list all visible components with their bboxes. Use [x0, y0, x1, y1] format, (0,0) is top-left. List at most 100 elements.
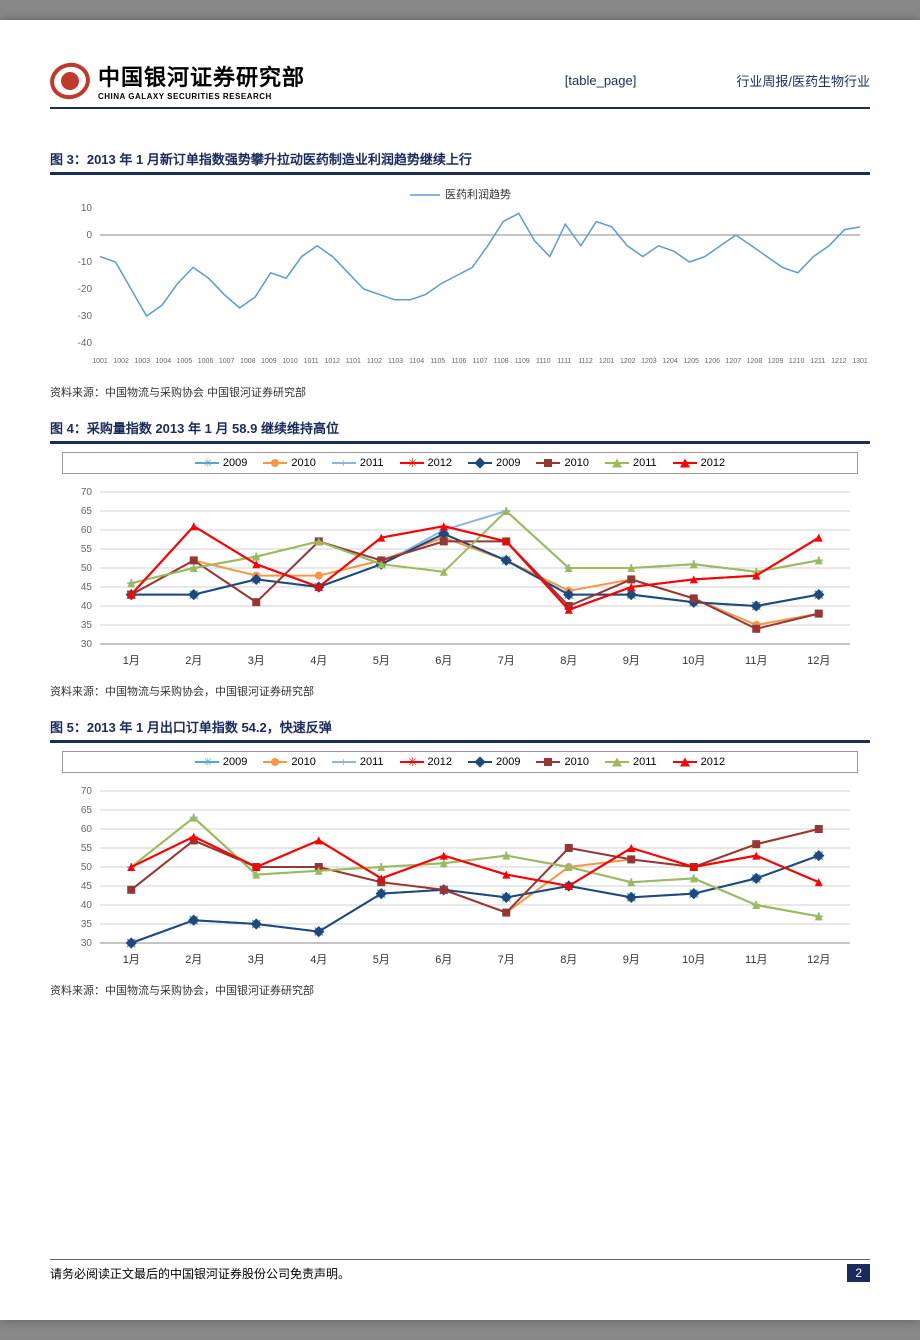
svg-text:1007: 1007 — [219, 358, 235, 365]
svg-text:1010: 1010 — [282, 358, 298, 365]
svg-text:55: 55 — [81, 843, 93, 854]
svg-text:1月: 1月 — [123, 655, 140, 667]
svg-text:1月: 1月 — [123, 954, 140, 966]
svg-text:1203: 1203 — [641, 358, 657, 365]
svg-text:7月: 7月 — [498, 954, 515, 966]
svg-text:1009: 1009 — [261, 358, 277, 365]
svg-text:1209: 1209 — [768, 358, 784, 365]
svg-text:1210: 1210 — [789, 358, 805, 365]
legend-item: +2011 — [332, 756, 384, 768]
svg-text:40: 40 — [81, 601, 93, 612]
svg-text:9月: 9月 — [623, 655, 640, 667]
svg-text:55: 55 — [81, 544, 93, 555]
svg-text:65: 65 — [81, 805, 93, 816]
header-right: [table_page] 行业周报/医药生物行业 — [565, 71, 870, 90]
page-number: 2 — [847, 1264, 870, 1282]
svg-text:70: 70 — [81, 786, 93, 797]
svg-text:1101: 1101 — [346, 358, 361, 365]
fig4-title: 图 4：采购量指数 2013 年 1 月 58.9 继续维持高位 — [50, 418, 870, 437]
svg-text:1211: 1211 — [810, 358, 825, 365]
svg-text:35: 35 — [81, 919, 93, 930]
svg-text:1110: 1110 — [536, 358, 551, 365]
table-page-label: [table_page] — [565, 73, 637, 88]
svg-text:1011: 1011 — [304, 358, 319, 365]
fig3-source: 资料来源：中国物流与采购协会 中国银河证券研究部 — [50, 384, 870, 400]
svg-text:1206: 1206 — [704, 358, 720, 365]
page: 中国银河证券研究部 CHINA GALAXY SECURITIES RESEAR… — [0, 20, 920, 1320]
svg-text:1205: 1205 — [683, 358, 699, 365]
svg-text:11月: 11月 — [745, 954, 767, 966]
svg-text:4月: 4月 — [310, 655, 327, 667]
svg-text:45: 45 — [81, 582, 93, 593]
fig4-svg: 3035404550556065701月2月3月4月5月6月7月8月9月10月1… — [50, 482, 870, 672]
legend-item: ✳2009 — [195, 457, 247, 469]
svg-text:30: 30 — [81, 639, 93, 650]
svg-text:6月: 6月 — [435, 655, 452, 667]
svg-text:30: 30 — [81, 938, 93, 949]
svg-text:1103: 1103 — [388, 358, 403, 365]
svg-text:0: 0 — [86, 230, 92, 241]
svg-text:1208: 1208 — [747, 358, 763, 365]
fig4-source: 资料来源：中国物流与采购协会，中国银河证券研究部 — [50, 683, 870, 699]
svg-text:1111: 1111 — [557, 358, 571, 365]
svg-text:6月: 6月 — [435, 954, 452, 966]
legend-item: 2011 — [605, 457, 657, 469]
svg-text:1001: 1001 — [92, 358, 108, 365]
fig5-source: 资料来源：中国物流与采购协会，中国银河证券研究部 — [50, 982, 870, 998]
svg-text:2月: 2月 — [185, 655, 202, 667]
svg-text:8月: 8月 — [560, 655, 577, 667]
fig4-legend: ✳20092010+2011✳20122009201020112012 — [62, 452, 858, 474]
fig5-legend: ✳20092010+2011✳20122009201020112012 — [62, 751, 858, 773]
svg-text:1112: 1112 — [578, 358, 593, 365]
svg-text:1108: 1108 — [494, 358, 509, 365]
svg-text:12月: 12月 — [807, 954, 830, 966]
svg-text:35: 35 — [81, 620, 93, 631]
legend-item: ✳2012 — [400, 457, 452, 469]
legend-item: 2011 — [605, 756, 657, 768]
svg-text:7月: 7月 — [498, 655, 515, 667]
fig4-underline — [50, 441, 870, 444]
svg-text:5月: 5月 — [373, 954, 390, 966]
svg-text:2月: 2月 — [185, 954, 202, 966]
legend-item: +2011 — [332, 457, 384, 469]
svg-text:50: 50 — [81, 563, 93, 574]
fig5-title: 图 5：2013 年 1 月出口订单指数 54.2，快速反弹 — [50, 717, 870, 736]
svg-text:-10: -10 — [78, 257, 93, 268]
svg-text:1005: 1005 — [177, 358, 193, 365]
svg-text:1002: 1002 — [113, 358, 129, 365]
logo-block: 中国银河证券研究部 CHINA GALAXY SECURITIES RESEAR… — [50, 60, 305, 101]
fig5-svg: 3035404550556065701月2月3月4月5月6月7月8月9月10月1… — [50, 781, 870, 971]
svg-text:10: 10 — [81, 203, 93, 214]
svg-text:60: 60 — [81, 525, 93, 536]
fig5-chart: 3035404550556065701月2月3月4月5月6月7月8月9月10月1… — [50, 781, 870, 976]
legend-item: 2009 — [468, 457, 520, 469]
svg-text:医药利润趋势: 医药利润趋势 — [445, 187, 511, 201]
legend-item: 2012 — [673, 457, 725, 469]
page-header: 中国银河证券研究部 CHINA GALAXY SECURITIES RESEAR… — [50, 60, 870, 109]
fig3-svg: 医药利润趋势-40-30-20-100101001100210031004100… — [50, 183, 870, 373]
svg-text:-40: -40 — [78, 338, 93, 349]
svg-text:-20: -20 — [78, 284, 93, 295]
fig3-title: 图 3：2013 年 1 月新订单指数强势攀升拉动医药制造业利润趋势继续上行 — [50, 149, 870, 168]
galaxy-logo-icon — [50, 61, 90, 101]
svg-text:1109: 1109 — [515, 358, 530, 365]
legend-item: 2010 — [263, 756, 315, 768]
svg-text:1212: 1212 — [831, 358, 847, 365]
svg-text:45: 45 — [81, 881, 93, 892]
disclaimer: 请务必阅读正文最后的中国银河证券股份公司免责声明。 — [50, 1265, 350, 1282]
svg-text:5月: 5月 — [373, 655, 390, 667]
svg-text:1202: 1202 — [620, 358, 636, 365]
svg-text:1301: 1301 — [852, 358, 868, 365]
svg-text:1012: 1012 — [324, 358, 340, 365]
svg-text:1207: 1207 — [726, 358, 742, 365]
svg-text:4月: 4月 — [310, 954, 327, 966]
svg-text:12月: 12月 — [807, 655, 830, 667]
fig3-underline — [50, 172, 870, 175]
svg-text:65: 65 — [81, 506, 93, 517]
svg-text:11月: 11月 — [745, 655, 767, 667]
svg-text:1003: 1003 — [134, 358, 150, 365]
svg-text:8月: 8月 — [560, 954, 577, 966]
page-footer: 请务必阅读正文最后的中国银河证券股份公司免责声明。 2 — [50, 1259, 870, 1282]
fig3-chart: 医药利润趋势-40-30-20-100101001100210031004100… — [50, 183, 870, 378]
legend-item: ✳2012 — [400, 756, 452, 768]
